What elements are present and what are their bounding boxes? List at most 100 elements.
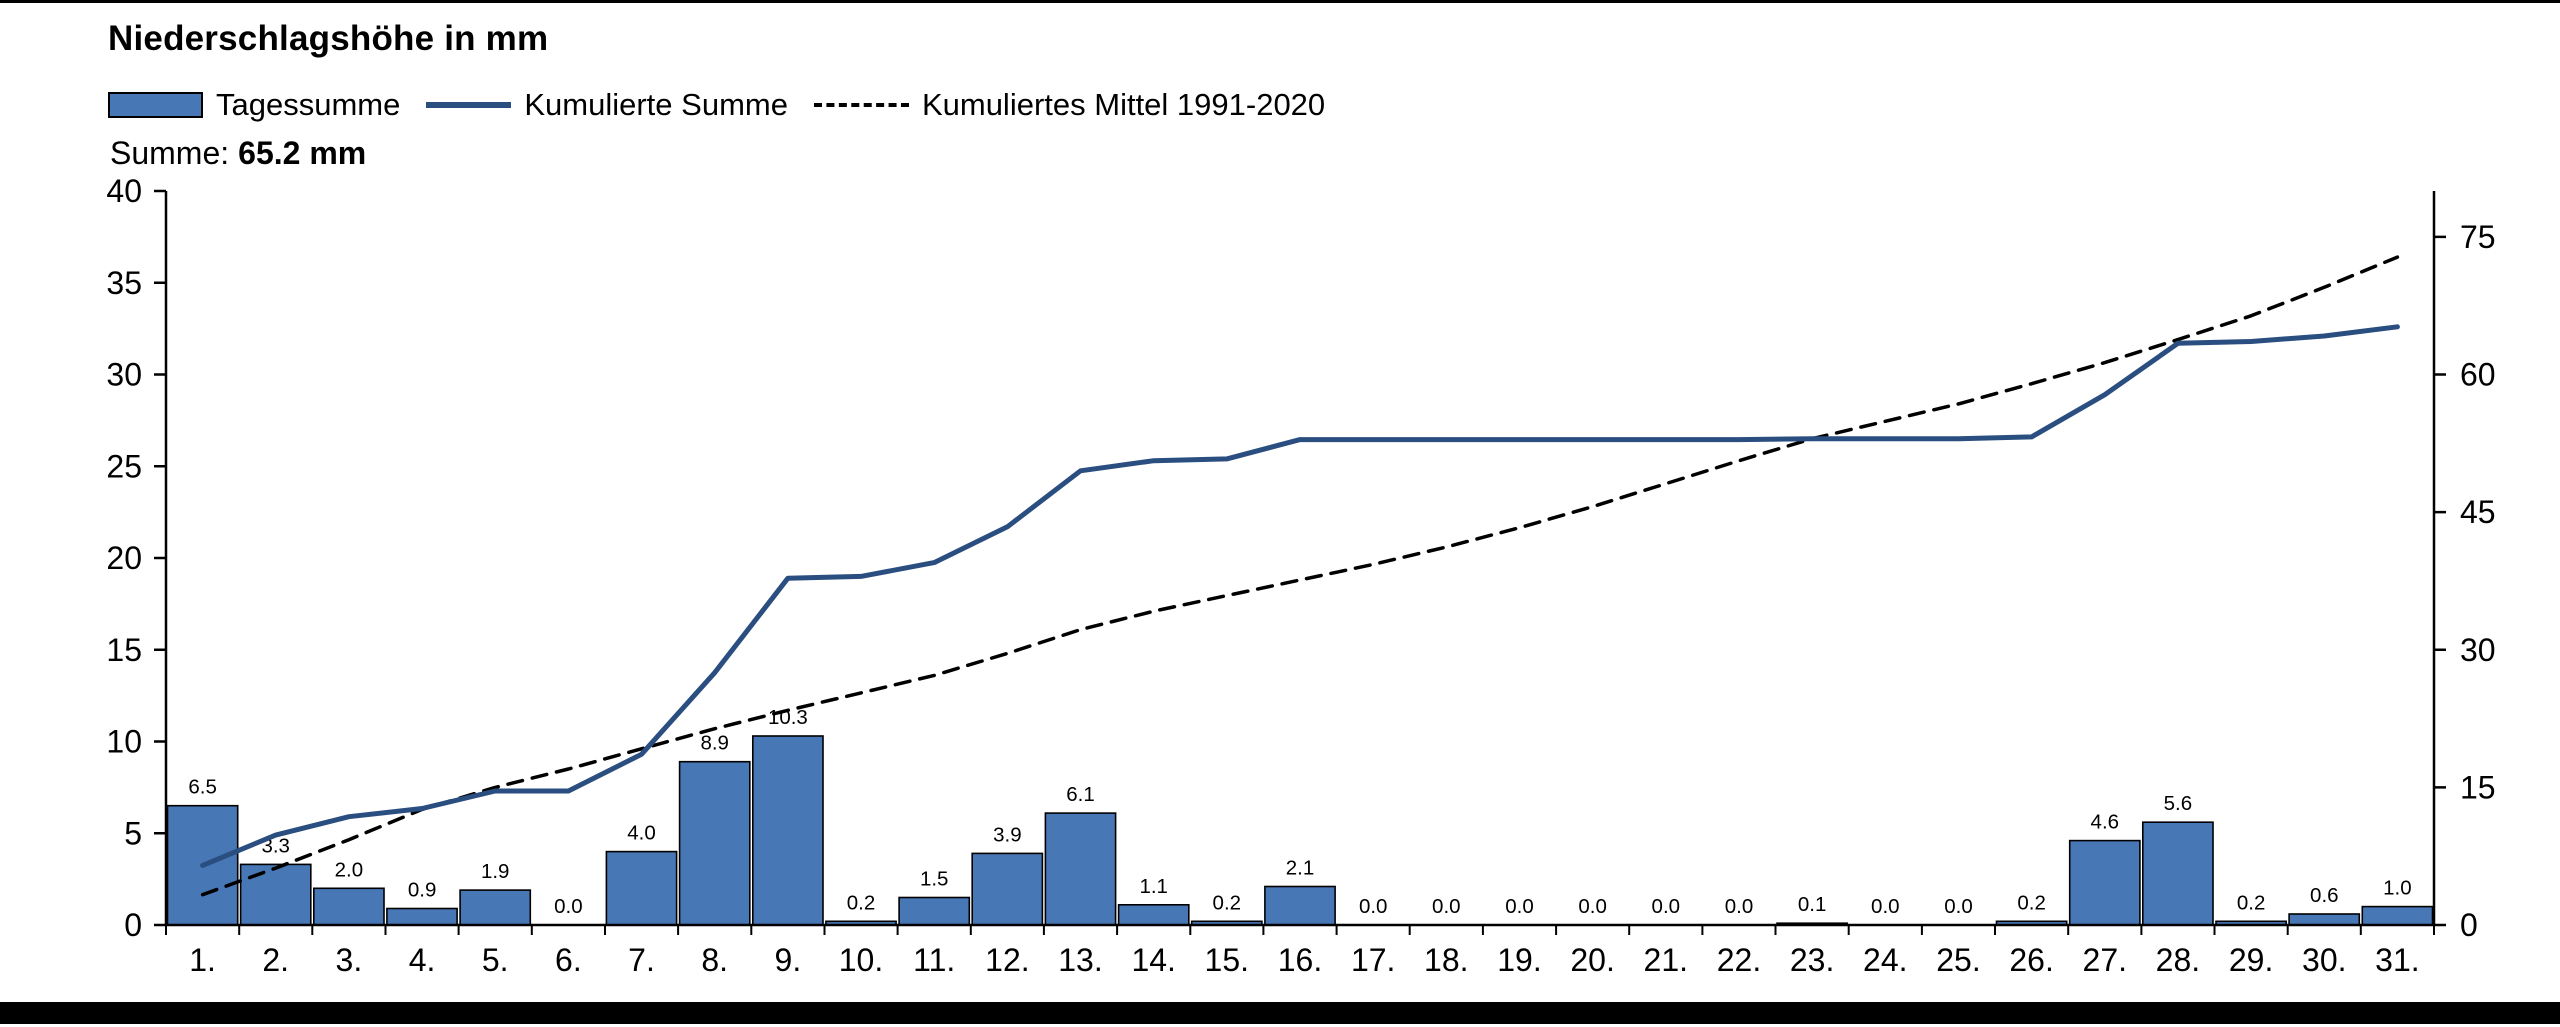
left-axis-tick-label: 35 [106,265,142,301]
x-axis-tick-label: 6. [555,942,582,978]
x-axis-tick-label: 28. [2156,942,2200,978]
x-axis-tick-label: 19. [1497,942,1541,978]
x-axis-tick-label: 17. [1351,942,1395,978]
legend-item-kumuliertes-mittel-1991-2020: Kumuliertes Mittel 1991-2020 [813,87,1326,123]
x-axis-tick-label: 31. [2375,942,2419,978]
bar-day-5 [459,889,532,926]
x-axis-tick-label: 25. [1936,942,1980,978]
bar-day-30 [2288,913,2361,926]
bar-value-label-day-17: 0.0 [1359,895,1388,918]
legend-item-tagessumme: Tagessumme [108,87,400,123]
x-axis-tick-label: 26. [2009,942,2053,978]
x-axis-tick-label: 11. [913,942,955,978]
bar-day-16 [1264,885,1336,926]
left-axis-tick-label: 40 [106,173,142,209]
x-axis-tick-label: 4. [409,942,436,978]
x-axis-tick-label: 24. [1863,942,1907,978]
bar-value-label-day-6: 0.0 [554,895,583,918]
bar-day-4 [386,907,458,926]
bar-day-11 [898,896,971,926]
left-axis-tick-label: 25 [106,448,142,484]
right-axis-tick-label: 60 [2460,357,2496,393]
x-axis-tick-label: 9. [775,942,802,978]
x-axis-tick-label: 13. [1058,942,1102,978]
x-axis-tick-label: 14. [1131,942,1175,978]
bar-value-label-day-31: 1.0 [2383,877,2412,900]
cumulative-mean-line [200,255,2400,897]
bar-value-label-day-19: 0.0 [1505,895,1534,918]
bar-value-label-day-16: 2.1 [1286,857,1315,880]
left-axis-tick-label: 20 [106,540,142,576]
bar-value-label-day-21: 0.0 [1652,895,1681,918]
x-axis-tick-label: 5. [482,942,509,978]
right-axis-tick-label: 45 [2460,494,2496,530]
bar-day-2 [239,863,312,926]
bar-day-8 [678,760,751,926]
left-axis-tick-label: 10 [106,724,142,760]
bar-value-label-day-5: 1.9 [481,860,510,883]
bar-value-label-day-23: 0.1 [1798,893,1827,916]
bar-value-label-day-13: 6.1 [1066,783,1095,806]
left-axis-tick-label: 15 [106,632,142,668]
bar-day-27 [2068,839,2141,926]
legend-label: Kumuliertes Mittel 1991-2020 [921,87,1326,122]
right-axis-tick-label: 0 [2460,907,2478,943]
left-axis-tick-label: 30 [106,357,142,393]
x-axis-tick-label: 2. [262,942,289,978]
x-axis-tick-label: 21. [1644,942,1688,978]
bar-series-swatch-icon [108,92,203,118]
right-axis-tick-label: 75 [2460,219,2496,255]
bar-day-9 [751,735,824,926]
bar-value-label-day-24: 0.0 [1871,895,1900,918]
cumulative-sum-line [200,324,2400,868]
bar-day-3 [312,887,385,926]
bar-value-label-day-7: 4.0 [627,822,656,845]
left-axis-tick-label: 0 [124,907,142,943]
solid-line-swatch-icon [426,102,512,108]
bar-value-label-day-29: 0.2 [2237,891,2266,914]
bar-value-label-day-10: 0.2 [847,891,876,914]
bar-day-31 [2361,905,2434,926]
bar-value-label-day-3: 2.0 [335,858,364,881]
bar-day-7 [605,850,678,926]
x-axis-tick-label: 1. [189,942,216,978]
bar-value-label-day-8: 8.9 [700,732,729,755]
bar-value-label-day-11: 1.5 [920,868,949,891]
x-axis-tick-label: 8. [701,942,728,978]
bar-value-label-day-26: 0.2 [2017,891,2046,914]
bar-value-label-day-14: 1.1 [1139,875,1168,898]
x-axis-tick-label: 27. [2083,942,2127,978]
bar-value-label-day-22: 0.0 [1725,895,1754,918]
bottom-border-bar [0,1002,2560,1024]
x-axis-tick-label: 3. [336,942,363,978]
x-axis-tick-label: 29. [2229,942,2273,978]
bar-value-label-day-18: 0.0 [1432,895,1461,918]
legend-label: Kumulierte Summe [524,87,788,122]
dashed-line-swatch-icon [813,103,909,107]
x-axis-tick-label: 10. [839,942,883,978]
bar-value-label-day-1: 6.5 [188,776,217,799]
bar-value-label-day-12: 3.9 [993,823,1022,846]
bar-value-label-day-15: 0.2 [1213,891,1242,914]
left-axis-tick-label: 5 [124,815,142,851]
bar-day-14 [1117,903,1190,926]
bar-day-28 [2142,821,2214,926]
x-axis-tick-label: 20. [1570,942,1614,978]
legend-label: Tagessumme [216,87,401,122]
sum-annotation: Summe: 65.2 mm [110,135,366,172]
x-axis-tick-label: 12. [985,942,1029,978]
x-axis-tick-label: 15. [1205,942,1249,978]
x-axis-tick-label: 30. [2302,942,2346,978]
x-axis-tick-label: 18. [1424,942,1468,978]
bar-day-13 [1044,812,1117,926]
x-axis-tick-label: 7. [628,942,655,978]
x-axis-tick-label: 16. [1278,942,1322,978]
bar-value-label-day-28: 5.6 [2164,792,2193,815]
bar-value-label-day-20: 0.0 [1578,895,1607,918]
right-axis-tick-label: 15 [2460,769,2496,805]
bar-value-label-day-30: 0.6 [2310,884,2339,907]
legend-item-kumulierte-summe: Kumulierte Summe [426,87,788,123]
sum-value: 65.2 mm [238,135,367,171]
chart-title: Niederschlagshöhe in mm [108,19,549,58]
